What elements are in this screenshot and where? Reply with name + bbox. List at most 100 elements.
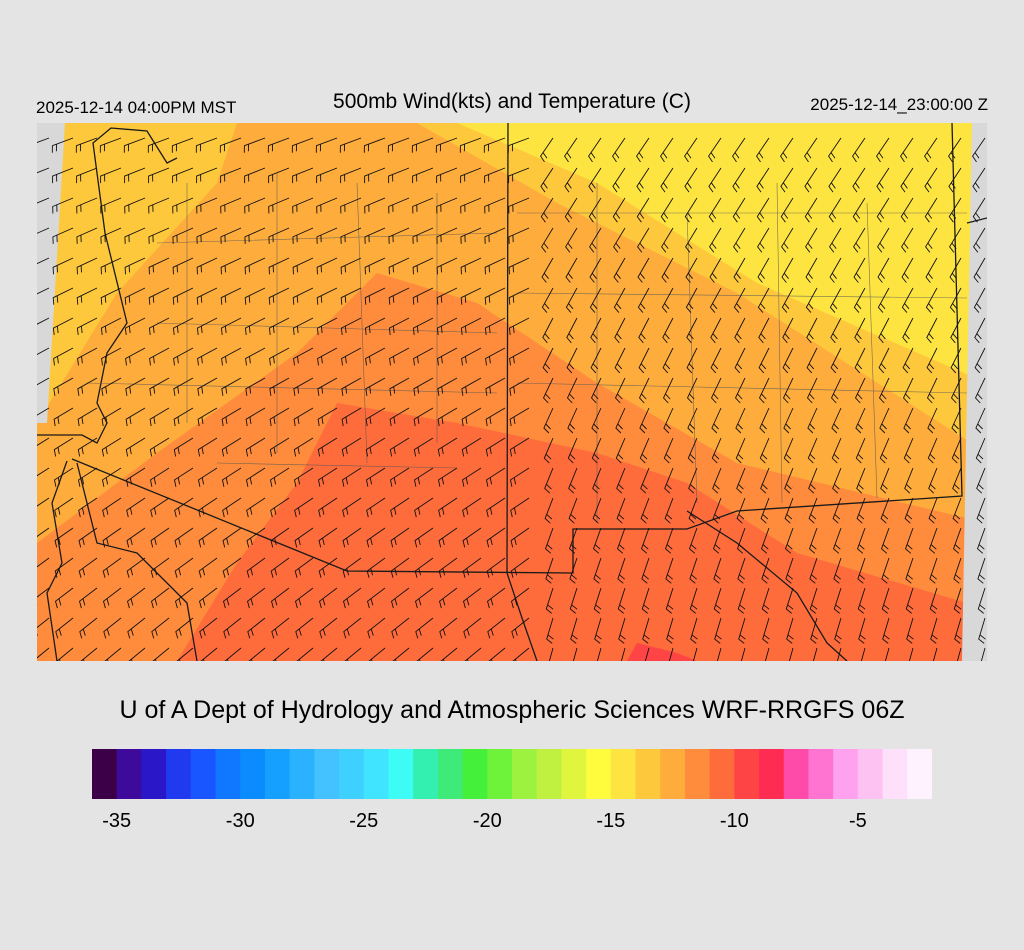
wind-barb (150, 497, 170, 518)
wind-barb (364, 227, 386, 244)
wind-barb (686, 347, 698, 374)
wind-barb (876, 197, 890, 223)
wind-barb (76, 197, 98, 214)
wind-barb (879, 437, 890, 464)
wind-barb (484, 197, 506, 214)
wind-barb (78, 557, 98, 578)
wind-barb (99, 137, 122, 153)
wind-barb (437, 467, 458, 487)
wind-barb (661, 287, 674, 313)
wind-barb (52, 167, 74, 184)
wind-barb (950, 377, 962, 404)
wind-barb (366, 497, 386, 518)
wind-barb (149, 347, 170, 366)
wind-barb (173, 437, 194, 457)
wind-barb (52, 197, 74, 214)
colorbar-cell (660, 749, 686, 799)
wind-barb (620, 647, 626, 661)
colorbar-cell (141, 749, 167, 799)
wind-barb (708, 197, 722, 223)
wind-barb (413, 377, 434, 396)
wind-barb (54, 557, 74, 578)
wind-barb (568, 497, 578, 524)
wind-barb (949, 257, 962, 283)
wind-barb (926, 347, 938, 374)
wind-barb (908, 647, 914, 661)
wind-barb (567, 437, 578, 464)
wind-barb (613, 257, 626, 283)
wind-barb (878, 347, 890, 374)
wind-barb (148, 167, 170, 184)
wind-barb (101, 437, 122, 457)
wind-barb (542, 347, 554, 374)
colorbar-cell (289, 749, 315, 799)
wind-barb (367, 617, 386, 639)
colorbar-cell (882, 749, 908, 799)
colorbar-cell (833, 749, 859, 799)
wind-barb (126, 557, 146, 578)
wind-barb (665, 557, 674, 584)
wind-barb (732, 167, 746, 193)
colorbar-cell (215, 749, 241, 799)
wind-barb (980, 647, 986, 661)
wind-barb (388, 197, 410, 214)
colorbar-cell (339, 749, 365, 799)
colorbar-cell (783, 749, 809, 799)
wind-barb (542, 317, 554, 344)
wind-barb (613, 227, 626, 253)
wind-barb (877, 287, 890, 313)
wind-barb (512, 647, 530, 661)
wind-barb (221, 437, 242, 457)
wind-barb (760, 497, 770, 524)
wind-barb (508, 197, 530, 214)
wind-barb (125, 437, 146, 457)
wind-barb (878, 377, 890, 404)
wind-barb (293, 437, 314, 457)
colorbar-cell (907, 749, 932, 799)
wind-barb (268, 167, 290, 184)
wind-barb (388, 227, 410, 244)
wind-barb (684, 137, 698, 163)
wind-barb (485, 377, 506, 396)
wind-barb (684, 167, 698, 193)
wind-barb (735, 437, 746, 464)
wind-barb (734, 377, 746, 404)
wind-barb (664, 527, 674, 554)
wind-barb (948, 137, 962, 163)
wind-barb (53, 377, 74, 396)
wind-barb (368, 647, 386, 661)
wind-barb (389, 407, 410, 427)
wind-barb (806, 317, 818, 344)
wind-barb (833, 587, 842, 614)
wind-barb (37, 497, 50, 507)
wind-barb (220, 317, 242, 336)
wind-barb (80, 647, 98, 661)
wind-barb (902, 347, 914, 374)
wind-barb (484, 287, 506, 305)
wind-barb (148, 197, 170, 214)
wind-barb (784, 497, 794, 524)
wind-barb (77, 347, 98, 366)
wind-barb (411, 137, 434, 153)
wind-barb (412, 287, 434, 305)
wind-barb (564, 137, 578, 163)
wind-barb (461, 347, 482, 366)
wind-barb (616, 527, 626, 554)
wind-barb (199, 617, 218, 639)
wind-barb (101, 377, 122, 396)
wind-barb (954, 617, 962, 644)
wind-barb (690, 617, 698, 644)
colorbar-cell (264, 749, 291, 799)
wind-barb (197, 377, 218, 396)
wind-barb (54, 497, 74, 518)
wind-barb (315, 137, 338, 153)
wind-barb (462, 497, 482, 518)
wind-barb (614, 317, 626, 344)
wind-barb (487, 617, 506, 639)
wind-barb (756, 197, 770, 223)
wind-barb (785, 557, 794, 584)
wind-barb (688, 527, 698, 554)
wind-barb (294, 557, 314, 578)
wind-barb (592, 497, 602, 524)
wind-barb (415, 617, 434, 639)
